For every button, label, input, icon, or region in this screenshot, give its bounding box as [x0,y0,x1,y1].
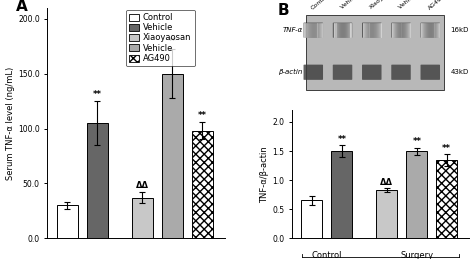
Text: TNF-α: TNF-α [283,27,302,33]
Bar [162,74,182,238]
FancyBboxPatch shape [362,23,382,38]
Y-axis label: Serum TNF-α level (ng/mL): Serum TNF-α level (ng/mL) [6,66,15,180]
Text: Control: Control [312,251,342,259]
Text: 43kD: 43kD [451,69,469,75]
Text: Vehicle (d): Vehicle (d) [398,0,427,10]
Legend: Control, Vehicle, Xiaoyaosan, Vehicle, AG490: Control, Vehicle, Xiaoyaosan, Vehicle, A… [126,10,194,66]
Bar [301,200,322,238]
FancyBboxPatch shape [303,65,323,80]
Text: **: ** [442,144,451,153]
Text: ΔΔ: ΔΔ [136,181,149,190]
Text: **: ** [412,138,421,146]
Text: **: ** [198,111,207,120]
Y-axis label: TNF-α/β-actin: TNF-α/β-actin [261,146,269,203]
FancyBboxPatch shape [333,65,352,80]
Text: B: B [278,3,290,18]
Text: **: ** [93,90,102,99]
FancyBboxPatch shape [391,23,411,38]
Text: A: A [16,0,27,13]
Text: Vehicle (w): Vehicle (w) [339,0,369,10]
Bar [406,151,428,238]
Text: 16kD: 16kD [451,27,469,33]
Text: **: ** [168,37,177,46]
Text: Surgery: Surgery [400,251,433,259]
Bar [87,123,108,238]
FancyBboxPatch shape [362,65,382,80]
Bar [191,131,213,238]
Text: **: ** [337,135,346,144]
Bar [331,151,353,238]
Bar [436,160,457,238]
FancyBboxPatch shape [306,15,445,90]
FancyBboxPatch shape [420,23,440,38]
FancyBboxPatch shape [391,65,411,80]
Text: Control: Control [310,0,331,10]
Text: Xiaoyaosan: Xiaoyaosan [369,0,400,10]
Bar [132,198,153,238]
Text: β-actin: β-actin [278,69,302,75]
Text: AG490: AG490 [427,0,446,10]
FancyBboxPatch shape [333,23,352,38]
FancyBboxPatch shape [303,23,323,38]
Bar [376,190,397,238]
Bar [57,205,78,238]
FancyBboxPatch shape [420,65,440,80]
Text: ΔΔ: ΔΔ [380,177,393,186]
